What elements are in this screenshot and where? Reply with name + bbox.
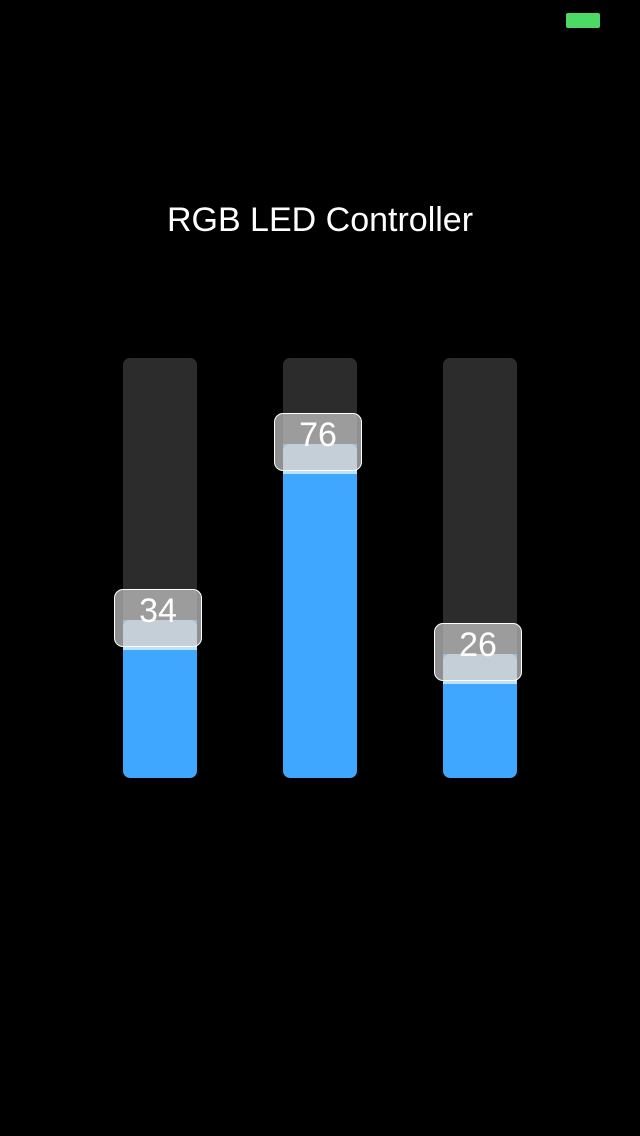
slider-value-label: 76 [299,416,337,454]
slider-value-label: 26 [459,626,497,664]
status-bar [0,0,640,40]
slider-3[interactable]: 26 [434,358,522,778]
slider-fill [283,444,357,778]
page-title: RGB LED Controller [166,201,474,239]
slider-2[interactable]: 76 [274,358,362,778]
slider-track[interactable] [123,358,197,778]
slider-value-label: 34 [139,592,177,630]
battery-icon [566,13,600,28]
slider-thumb[interactable]: 76 [274,413,362,471]
slider-1[interactable]: 34 [114,358,202,778]
slider-thumb[interactable]: 26 [434,623,522,681]
slider-track[interactable] [443,358,517,778]
slider-thumb[interactable]: 34 [114,589,202,647]
